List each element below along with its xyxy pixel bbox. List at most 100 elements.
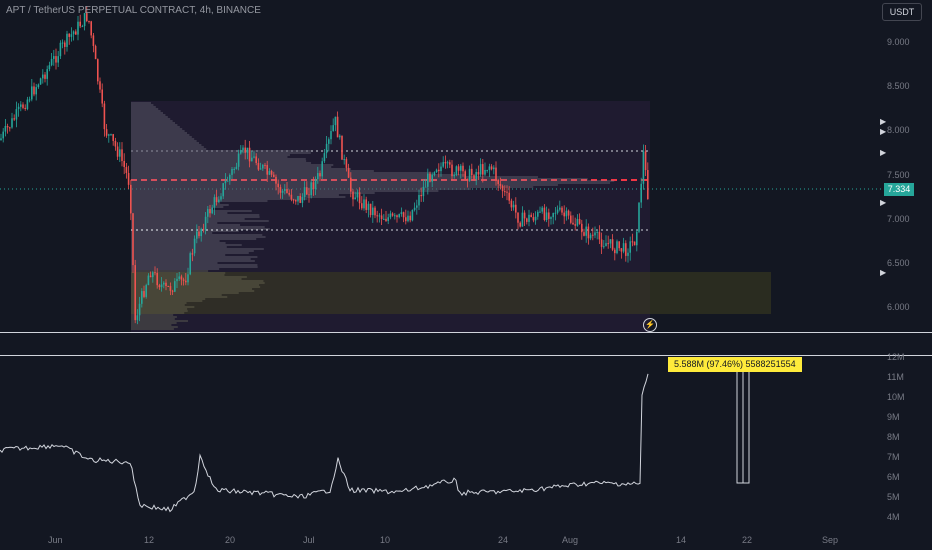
candle-body	[539, 211, 541, 213]
currency-unit-button[interactable]: USDT	[882, 3, 922, 21]
triangle-right-icon[interactable]: ▶	[880, 148, 887, 157]
candle-body	[541, 207, 543, 212]
candle-body	[537, 211, 539, 217]
candle-body	[532, 217, 535, 221]
candle-body	[127, 173, 130, 185]
candle-body	[363, 199, 365, 209]
candle-body	[638, 202, 640, 232]
candle-body	[248, 147, 251, 162]
candle-body	[493, 167, 495, 170]
candle-body	[116, 146, 119, 157]
candle-body	[389, 213, 392, 218]
candle-body	[625, 243, 627, 256]
candle-body	[574, 224, 576, 226]
triangle-right-icon[interactable]: ▶	[880, 127, 887, 136]
candle-body	[55, 56, 57, 63]
candle-body	[147, 275, 150, 286]
candle-body	[273, 174, 275, 177]
triangle-right-icon[interactable]: ▶	[880, 268, 887, 277]
candle-body	[361, 203, 363, 209]
volume-tick: 9M	[887, 412, 900, 422]
candle-body	[121, 149, 123, 161]
candle-body	[466, 179, 469, 181]
date-label: Aug	[562, 535, 579, 545]
candle-body	[101, 89, 103, 104]
candle-body	[66, 33, 68, 47]
candle-body	[559, 207, 561, 210]
candle-body	[81, 26, 84, 28]
volume-tick: 12M	[887, 352, 905, 362]
candle-body	[86, 13, 88, 22]
candle-body	[202, 228, 205, 230]
triangle-right-icon[interactable]: ▶	[880, 198, 887, 207]
candle-body	[451, 164, 453, 177]
candle-body	[224, 180, 227, 184]
candle-body	[163, 282, 165, 285]
candle-body	[453, 174, 455, 177]
date-label: Jun	[48, 535, 63, 545]
price-tick: 7.000	[887, 214, 910, 224]
candle-body	[446, 162, 449, 164]
candle-body	[222, 183, 224, 197]
candle-body	[9, 127, 11, 129]
candle-body	[180, 276, 183, 280]
candle-body	[460, 165, 462, 171]
lightning-bolt-icon[interactable]: ⚡	[643, 318, 657, 332]
triangle-right-icon[interactable]: ▶	[880, 117, 887, 126]
candle-body	[189, 253, 191, 275]
candle-body	[350, 177, 352, 192]
candle-body	[365, 199, 367, 210]
candle-body	[508, 192, 510, 201]
candle-body	[165, 282, 167, 287]
candle-body	[193, 238, 196, 254]
candle-body	[440, 166, 442, 172]
candle-body	[422, 186, 425, 197]
candle-body	[585, 226, 587, 236]
candle-body	[550, 217, 552, 219]
candle-body	[24, 107, 26, 109]
candle-body	[455, 166, 458, 175]
candle-body	[237, 153, 240, 167]
candle-body	[398, 214, 400, 218]
candle-body	[358, 192, 361, 204]
candle-body	[376, 215, 378, 217]
candle-body	[356, 192, 359, 198]
candle-body	[405, 217, 407, 222]
candle-body	[158, 285, 161, 288]
candle-body	[413, 207, 416, 210]
candle-body	[367, 203, 370, 210]
date-label: 24	[498, 535, 509, 545]
pane-separator-bottom[interactable]	[0, 355, 932, 356]
candle-body	[169, 286, 172, 291]
candle-body	[429, 173, 431, 182]
volume-tick: 6M	[887, 472, 900, 482]
candle-body	[244, 147, 246, 153]
candle-body	[191, 253, 194, 255]
candle-body	[504, 191, 506, 193]
candle-body	[438, 169, 440, 172]
candle-body	[572, 222, 574, 225]
candle-body	[473, 175, 475, 179]
candle-body	[431, 174, 433, 182]
candle-body	[594, 232, 596, 236]
candle-body	[44, 74, 46, 79]
candle-body	[534, 216, 537, 221]
candle-body	[259, 168, 262, 170]
candle-body	[442, 162, 444, 167]
candle-body	[220, 196, 222, 200]
pane-separator-top[interactable]	[0, 332, 932, 333]
candle-body	[510, 200, 513, 208]
candle-body	[501, 185, 504, 192]
candle-body	[15, 109, 18, 120]
candle-body	[622, 243, 625, 252]
candle-body	[233, 168, 235, 170]
candle-body	[336, 116, 339, 138]
price-axis[interactable]: 9.000 8.500 8.000 7.500 7.000 6.500 6.00…	[882, 0, 932, 332]
candle-body	[136, 315, 139, 321]
candle-body	[517, 212, 519, 223]
candle-body	[570, 215, 572, 223]
candle-body	[141, 291, 143, 304]
candle-body	[325, 143, 328, 154]
candles	[0, 6, 649, 325]
